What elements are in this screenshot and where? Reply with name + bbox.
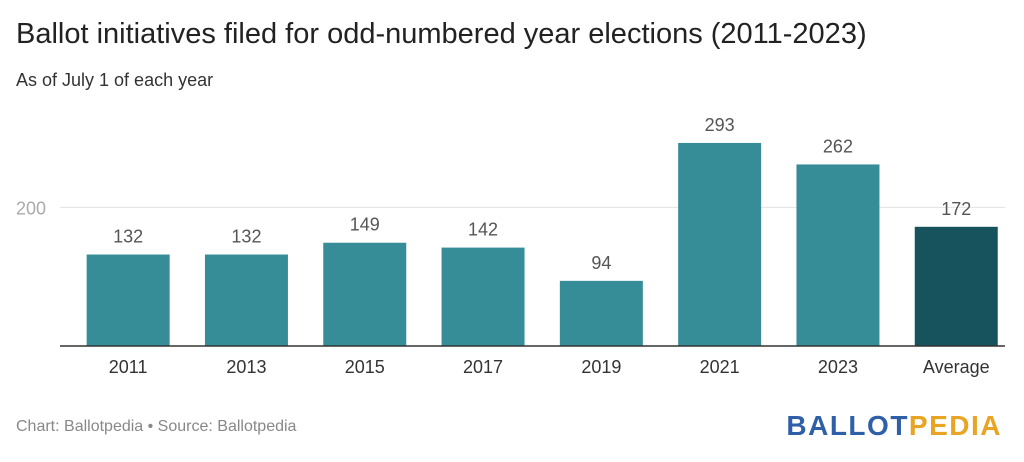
- bar: [796, 164, 880, 346]
- bar-chart: 200 132 2011 132 2013 149 2015 142 2017 94 2019 293…: [16, 115, 1005, 377]
- ballotpedia-logo: BALLOTPEDIA: [786, 410, 1002, 442]
- chart-source-note: Chart: Ballotpedia • Source: Ballotpedia: [16, 418, 297, 435]
- bar: [441, 247, 525, 346]
- bar-value-label: 132: [113, 227, 143, 247]
- bar-value-label: 94: [591, 253, 611, 273]
- bar-value-label: 262: [823, 136, 853, 156]
- x-tick-label: 2021: [700, 357, 740, 377]
- bar: [559, 280, 643, 346]
- bar: [678, 142, 762, 346]
- x-tick-label: 2017: [463, 357, 503, 377]
- bar: [914, 226, 998, 346]
- chart-title: Ballot initiatives filed for odd-numbere…: [16, 18, 867, 50]
- bar: [204, 254, 288, 346]
- x-tick-label: 2013: [226, 357, 266, 377]
- x-tick-label: 2019: [581, 357, 621, 377]
- bar-value-label: 293: [705, 115, 735, 135]
- bar-value-label: 142: [468, 220, 498, 240]
- bar-value-label: 172: [941, 199, 971, 219]
- x-tick-label: Average: [923, 357, 990, 377]
- x-tick-label: 2015: [345, 357, 385, 377]
- logo-part-pedia: PEDIA: [908, 410, 1002, 441]
- x-tick-label: 2023: [818, 357, 858, 377]
- bar: [86, 254, 170, 346]
- y-tick-label: 200: [16, 198, 46, 218]
- x-tick-label: 2011: [109, 357, 148, 377]
- bar-value-label: 132: [231, 227, 261, 247]
- logo-part-ballot: BALLOT: [786, 410, 909, 441]
- bar-value-label: 149: [350, 215, 380, 235]
- chart-subtitle: As of July 1 of each year: [16, 70, 214, 90]
- bar: [323, 242, 407, 346]
